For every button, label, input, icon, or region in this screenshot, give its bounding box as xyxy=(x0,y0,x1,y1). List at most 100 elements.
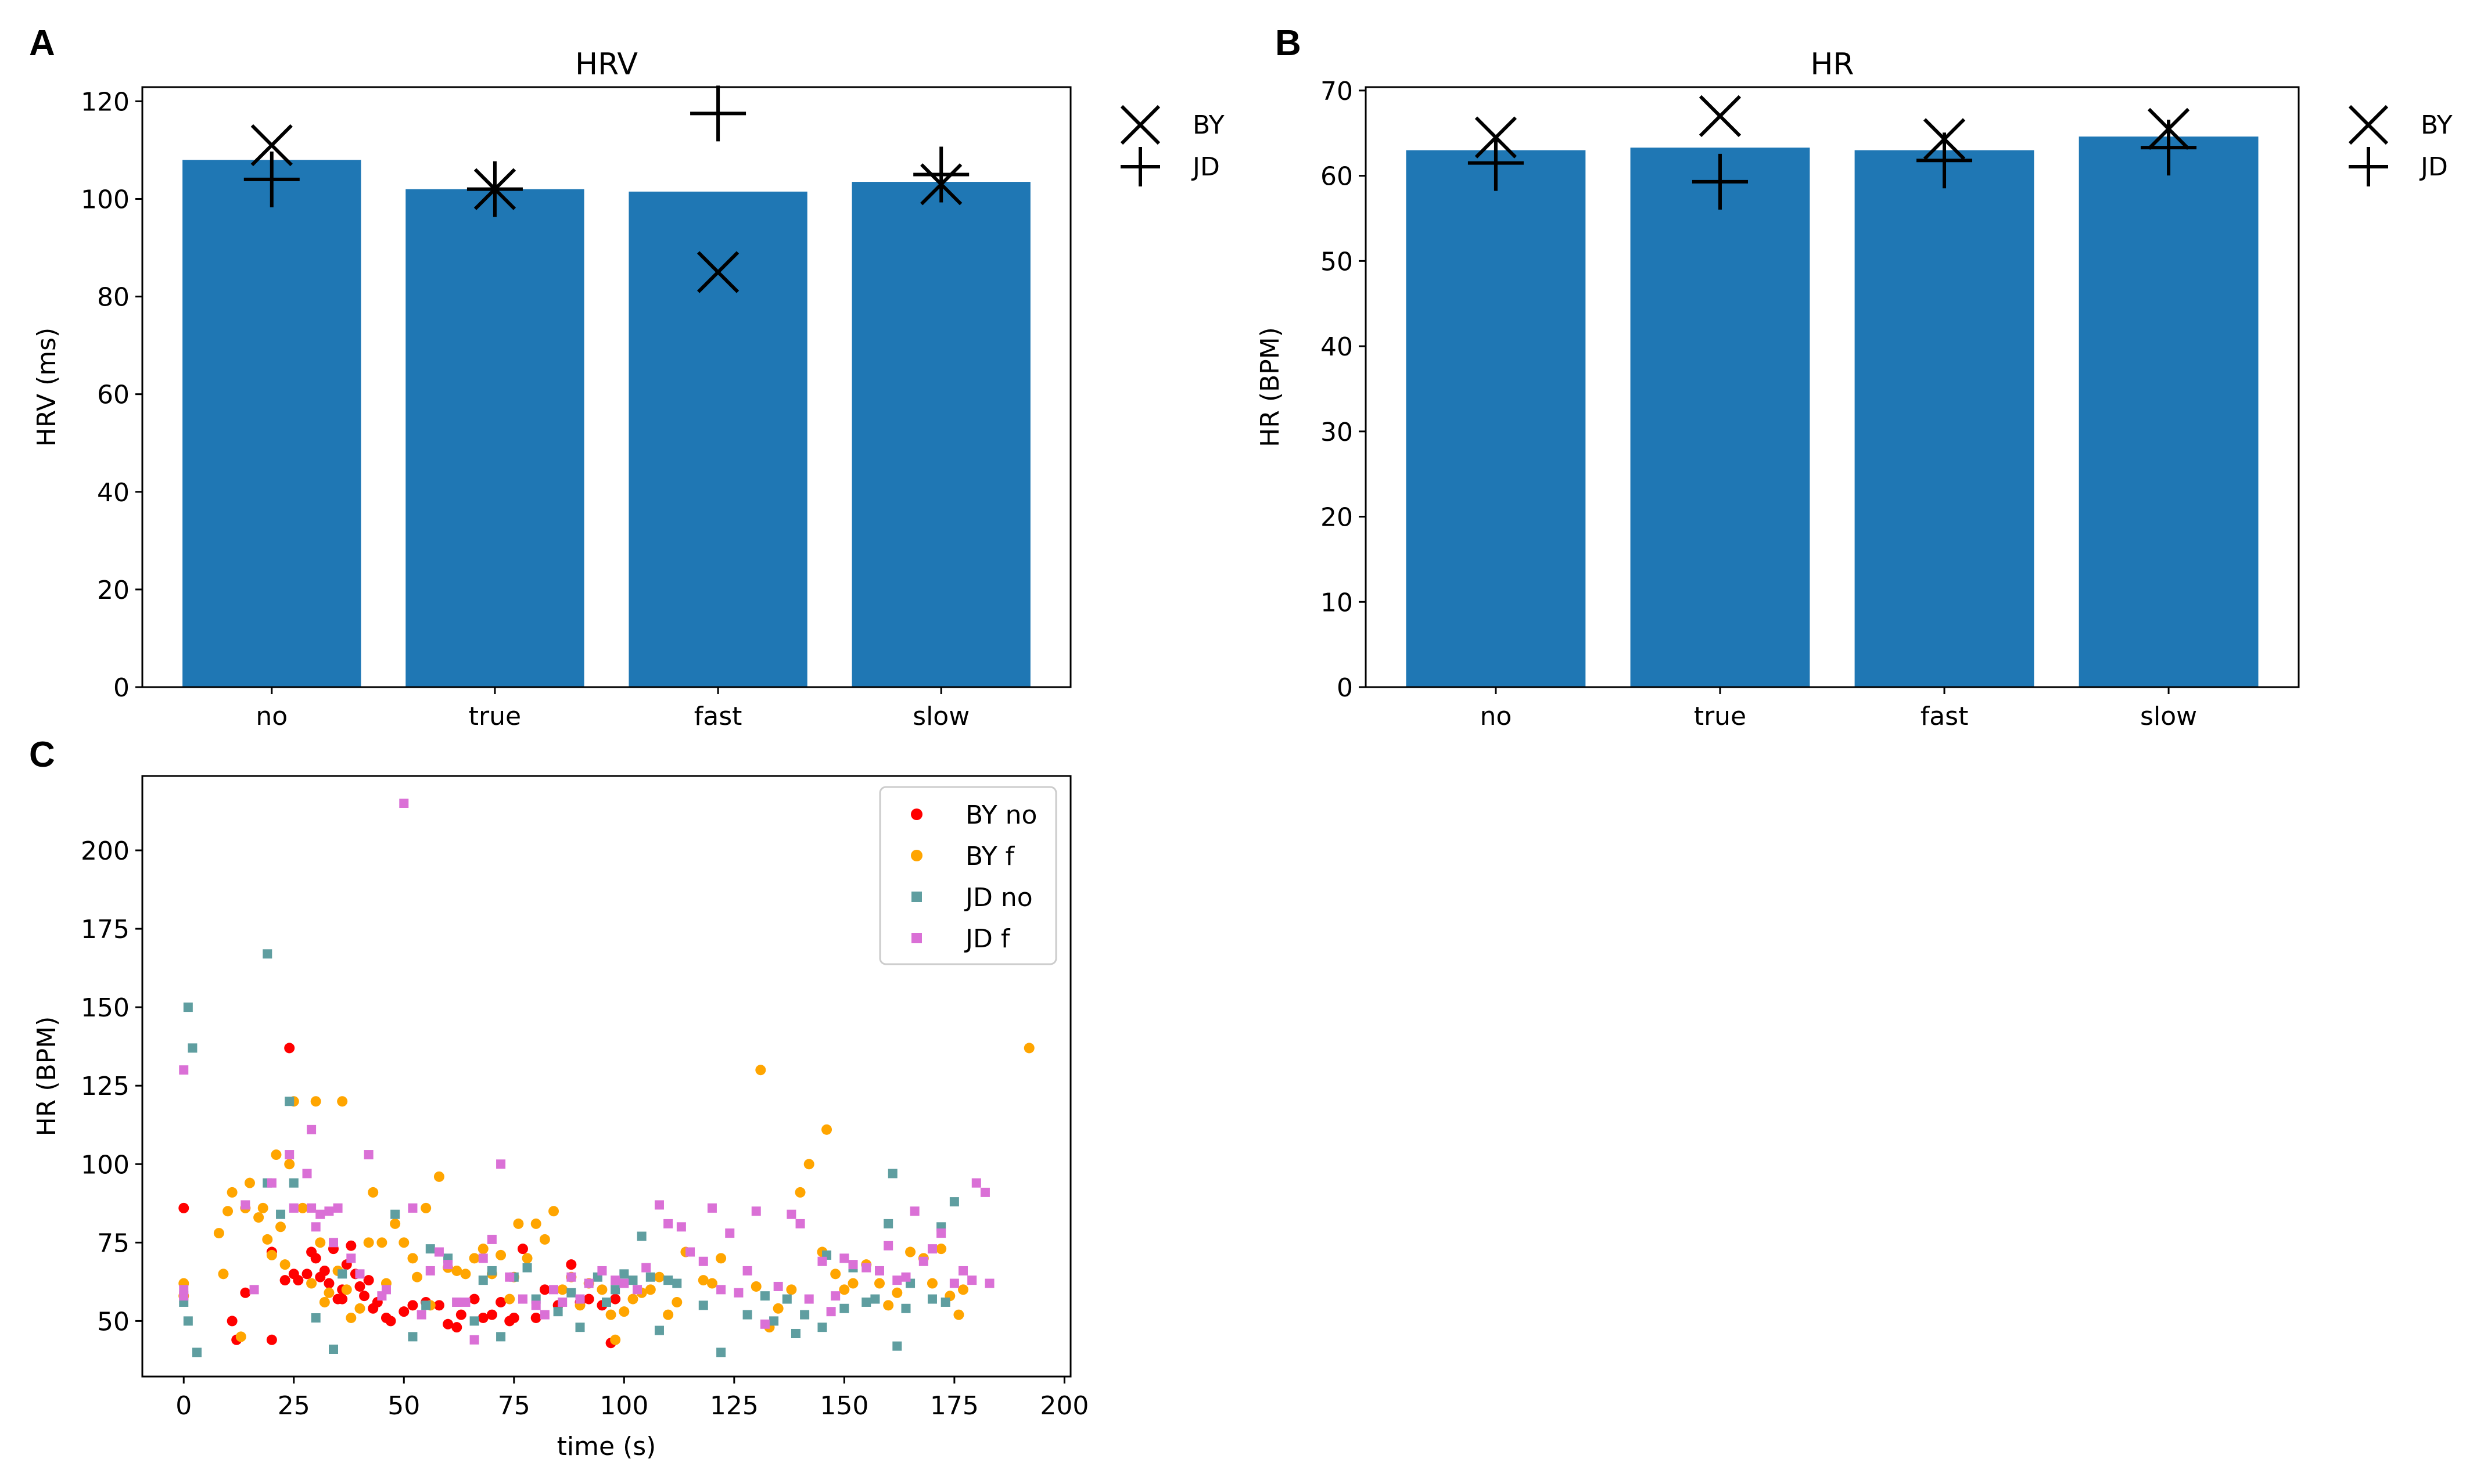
point-JD-f xyxy=(826,1307,836,1317)
point-JD-no xyxy=(637,1231,647,1241)
marker-BY xyxy=(697,251,740,293)
point-JD-no xyxy=(338,1269,347,1279)
point-JD-no xyxy=(791,1328,801,1338)
axes-frame xyxy=(1365,86,2300,688)
legend-marker xyxy=(911,850,922,861)
point-JD-f xyxy=(518,1294,527,1304)
point-JD-no xyxy=(888,1169,898,1178)
point-JD-no xyxy=(575,1323,585,1332)
chart-title: HRV xyxy=(575,47,638,82)
x-tick-label: fast xyxy=(694,702,742,731)
point-JD-no xyxy=(927,1294,937,1304)
point-JD-f xyxy=(980,1187,990,1197)
point-BY-f xyxy=(341,1284,352,1295)
legend-label: BY xyxy=(1193,110,1225,140)
chart-title: HR xyxy=(1810,47,1854,82)
marker-JD xyxy=(2141,120,2197,176)
point-BY-f xyxy=(663,1309,674,1320)
point-JD-f xyxy=(364,1150,374,1160)
point-JD-f xyxy=(179,1285,189,1295)
point-JD-f xyxy=(240,1200,250,1210)
x-tick-label: 50 xyxy=(387,1391,420,1421)
point-JD-no xyxy=(289,1178,299,1188)
point-BY-f xyxy=(257,1202,268,1213)
point-BY-f xyxy=(698,1275,709,1286)
y-tick-label: 20 xyxy=(1320,503,1353,533)
point-JD-no xyxy=(716,1348,726,1357)
point-BY-f xyxy=(755,1065,766,1076)
x-tick-label: no xyxy=(1480,702,1512,731)
point-JD-no xyxy=(949,1197,959,1207)
legend-marker-JD xyxy=(2349,147,2388,186)
legend-marker xyxy=(911,809,922,820)
point-BY-f xyxy=(619,1306,630,1317)
point-JD-f xyxy=(381,1285,391,1295)
point-BY-f xyxy=(848,1278,859,1289)
point-BY-no xyxy=(566,1259,577,1270)
point-BY-no xyxy=(227,1316,238,1327)
x-tick-label: 0 xyxy=(175,1391,192,1421)
y-tick-label: 40 xyxy=(1320,332,1353,362)
point-BY-no xyxy=(469,1293,480,1305)
point-JD-f xyxy=(817,1256,827,1266)
panel-letter: A xyxy=(29,23,55,63)
point-JD-no xyxy=(188,1043,198,1053)
x-tick-label: slow xyxy=(2140,702,2197,731)
legend-marker-BY xyxy=(1120,105,1161,145)
point-JD-no xyxy=(390,1209,400,1219)
point-JD-f xyxy=(751,1206,761,1216)
panel-B: Bno true fast slow 0 10 20 30 40 50 60 70 HR HR (BPM)… xyxy=(1255,23,2453,731)
point-JD-no xyxy=(782,1294,792,1304)
point-JD-f xyxy=(434,1247,444,1257)
point-BY-f xyxy=(751,1281,762,1292)
bar-fast xyxy=(629,191,807,687)
point-JD-no xyxy=(663,1275,673,1285)
point-BY-no xyxy=(530,1312,541,1323)
point-JD-f xyxy=(531,1300,541,1310)
point-JD-no xyxy=(408,1332,418,1342)
point-BY-f xyxy=(460,1269,471,1280)
point-JD-no xyxy=(861,1297,871,1307)
point-JD-f xyxy=(918,1256,928,1266)
y-tick-label: 50 xyxy=(97,1307,130,1336)
point-JD-no xyxy=(611,1285,620,1295)
point-JD-f xyxy=(949,1278,959,1288)
point-JD-f xyxy=(566,1272,576,1282)
legend-marker xyxy=(911,892,922,902)
point-BY-f xyxy=(310,1096,321,1107)
point-JD-no xyxy=(672,1278,682,1288)
point-BY-no xyxy=(266,1334,277,1345)
point-BY-f xyxy=(253,1212,264,1223)
point-BY-no xyxy=(443,1318,454,1330)
point-JD-f xyxy=(267,1178,277,1188)
legend-label: BY no xyxy=(965,800,1037,830)
legend-marker-JD xyxy=(1121,147,1160,186)
y-axis-label: HR (BPM) xyxy=(1255,327,1285,447)
y-tick-label: 80 xyxy=(97,283,130,312)
point-BY-f xyxy=(539,1234,550,1245)
point-BY-f xyxy=(433,1171,444,1182)
y-tick-label: 60 xyxy=(1320,162,1353,192)
point-BY-no xyxy=(301,1269,313,1280)
point-BY-no xyxy=(508,1312,519,1323)
point-JD-no xyxy=(329,1345,338,1354)
x-tick-label: 150 xyxy=(820,1391,868,1421)
point-BY-f xyxy=(376,1237,387,1248)
point-JD-no xyxy=(276,1209,286,1219)
bar-true xyxy=(405,189,584,687)
point-BY-no xyxy=(399,1306,410,1317)
point-BY-f xyxy=(786,1284,797,1295)
point-JD-no xyxy=(884,1219,893,1228)
marker-JD xyxy=(466,161,523,217)
point-JD-f xyxy=(487,1234,497,1244)
point-JD-f xyxy=(597,1266,607,1275)
point-JD-f xyxy=(804,1294,814,1304)
point-JD-no xyxy=(654,1325,664,1335)
point-BY-f xyxy=(266,1249,277,1260)
point-JD-f xyxy=(633,1285,642,1295)
point-JD-f xyxy=(787,1209,796,1219)
point-JD-no xyxy=(478,1275,488,1285)
point-JD-f xyxy=(927,1244,937,1254)
point-JD-no xyxy=(183,1316,193,1326)
point-JD-f xyxy=(324,1206,334,1216)
